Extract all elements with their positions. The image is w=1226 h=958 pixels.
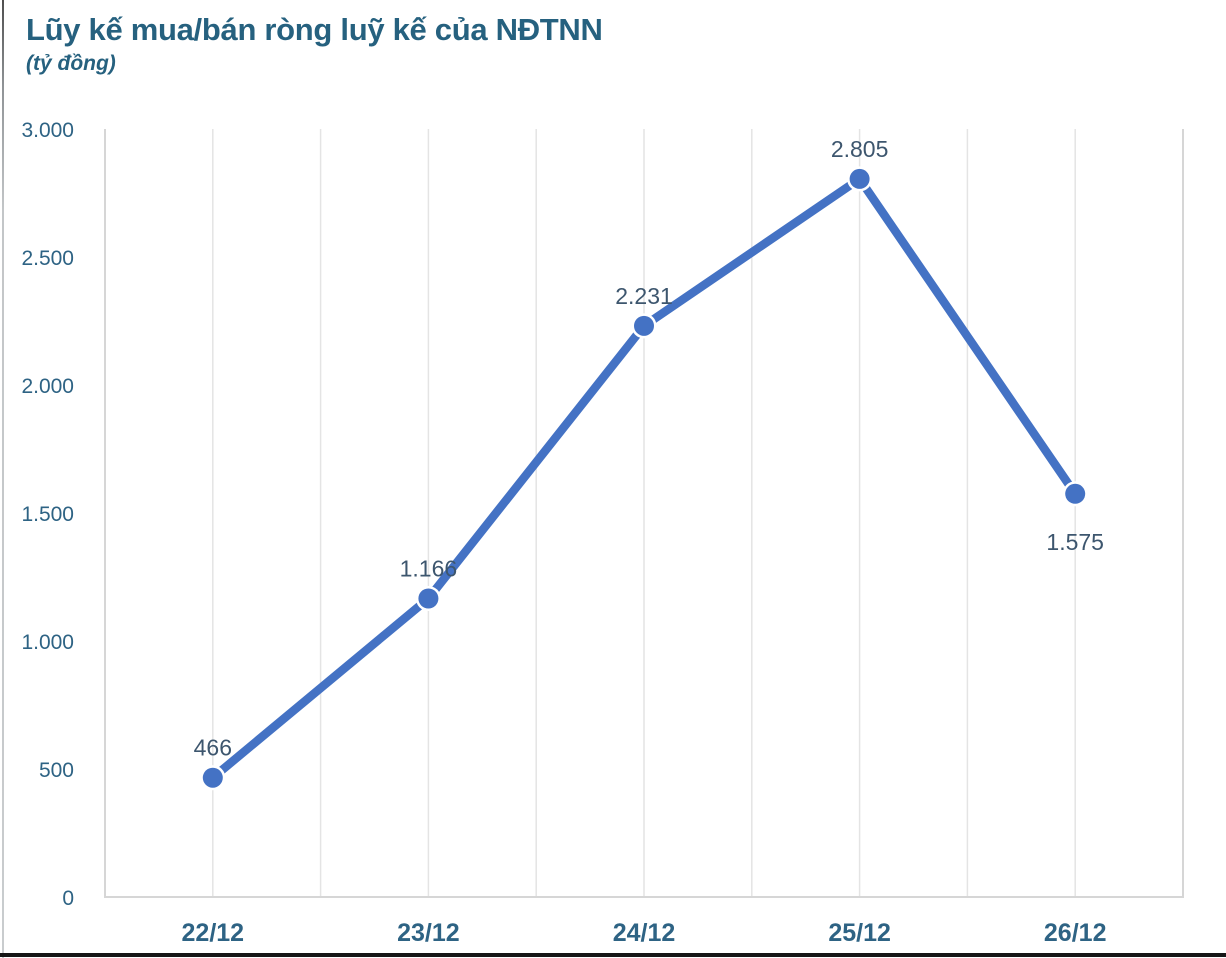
left-border-line <box>2 0 4 958</box>
y-tick-label: 1.000 <box>21 631 74 654</box>
data-point-label: 2.805 <box>831 136 889 162</box>
x-tick-label: 22/12 <box>182 919 245 947</box>
data-point-label: 1.575 <box>1046 529 1104 555</box>
chart-unit-subtitle: (tỷ đồng) <box>26 52 116 75</box>
chart-title: Lũy kế mua/bán ròng luỹ kế của NĐTNN <box>26 12 603 47</box>
data-point-marker <box>1065 483 1086 504</box>
data-point-label: 2.231 <box>615 283 673 309</box>
y-tick-label: 3.000 <box>21 119 74 142</box>
x-tick-label: 26/12 <box>1044 919 1107 947</box>
data-point-label: 1.166 <box>400 556 458 582</box>
chart-header: Lũy kế mua/bán ròng luỹ kế của NĐTNN (tỷ… <box>26 12 603 76</box>
x-tick-label: 23/12 <box>397 919 460 947</box>
data-point-marker <box>849 168 870 189</box>
x-tick-label: 25/12 <box>828 919 891 947</box>
data-point-marker <box>418 588 439 609</box>
y-tick-label: 1.500 <box>21 503 74 526</box>
x-tick-label: 24/12 <box>613 919 676 947</box>
data-point-marker <box>202 767 223 788</box>
y-tick-label: 2.000 <box>21 375 74 398</box>
y-tick-label: 500 <box>39 759 74 782</box>
y-tick-label: 0 <box>62 887 74 910</box>
data-point-label: 466 <box>194 735 232 761</box>
data-point-marker <box>634 315 654 336</box>
bottom-border-line <box>0 953 1226 957</box>
y-tick-label: 2.500 <box>21 247 74 270</box>
